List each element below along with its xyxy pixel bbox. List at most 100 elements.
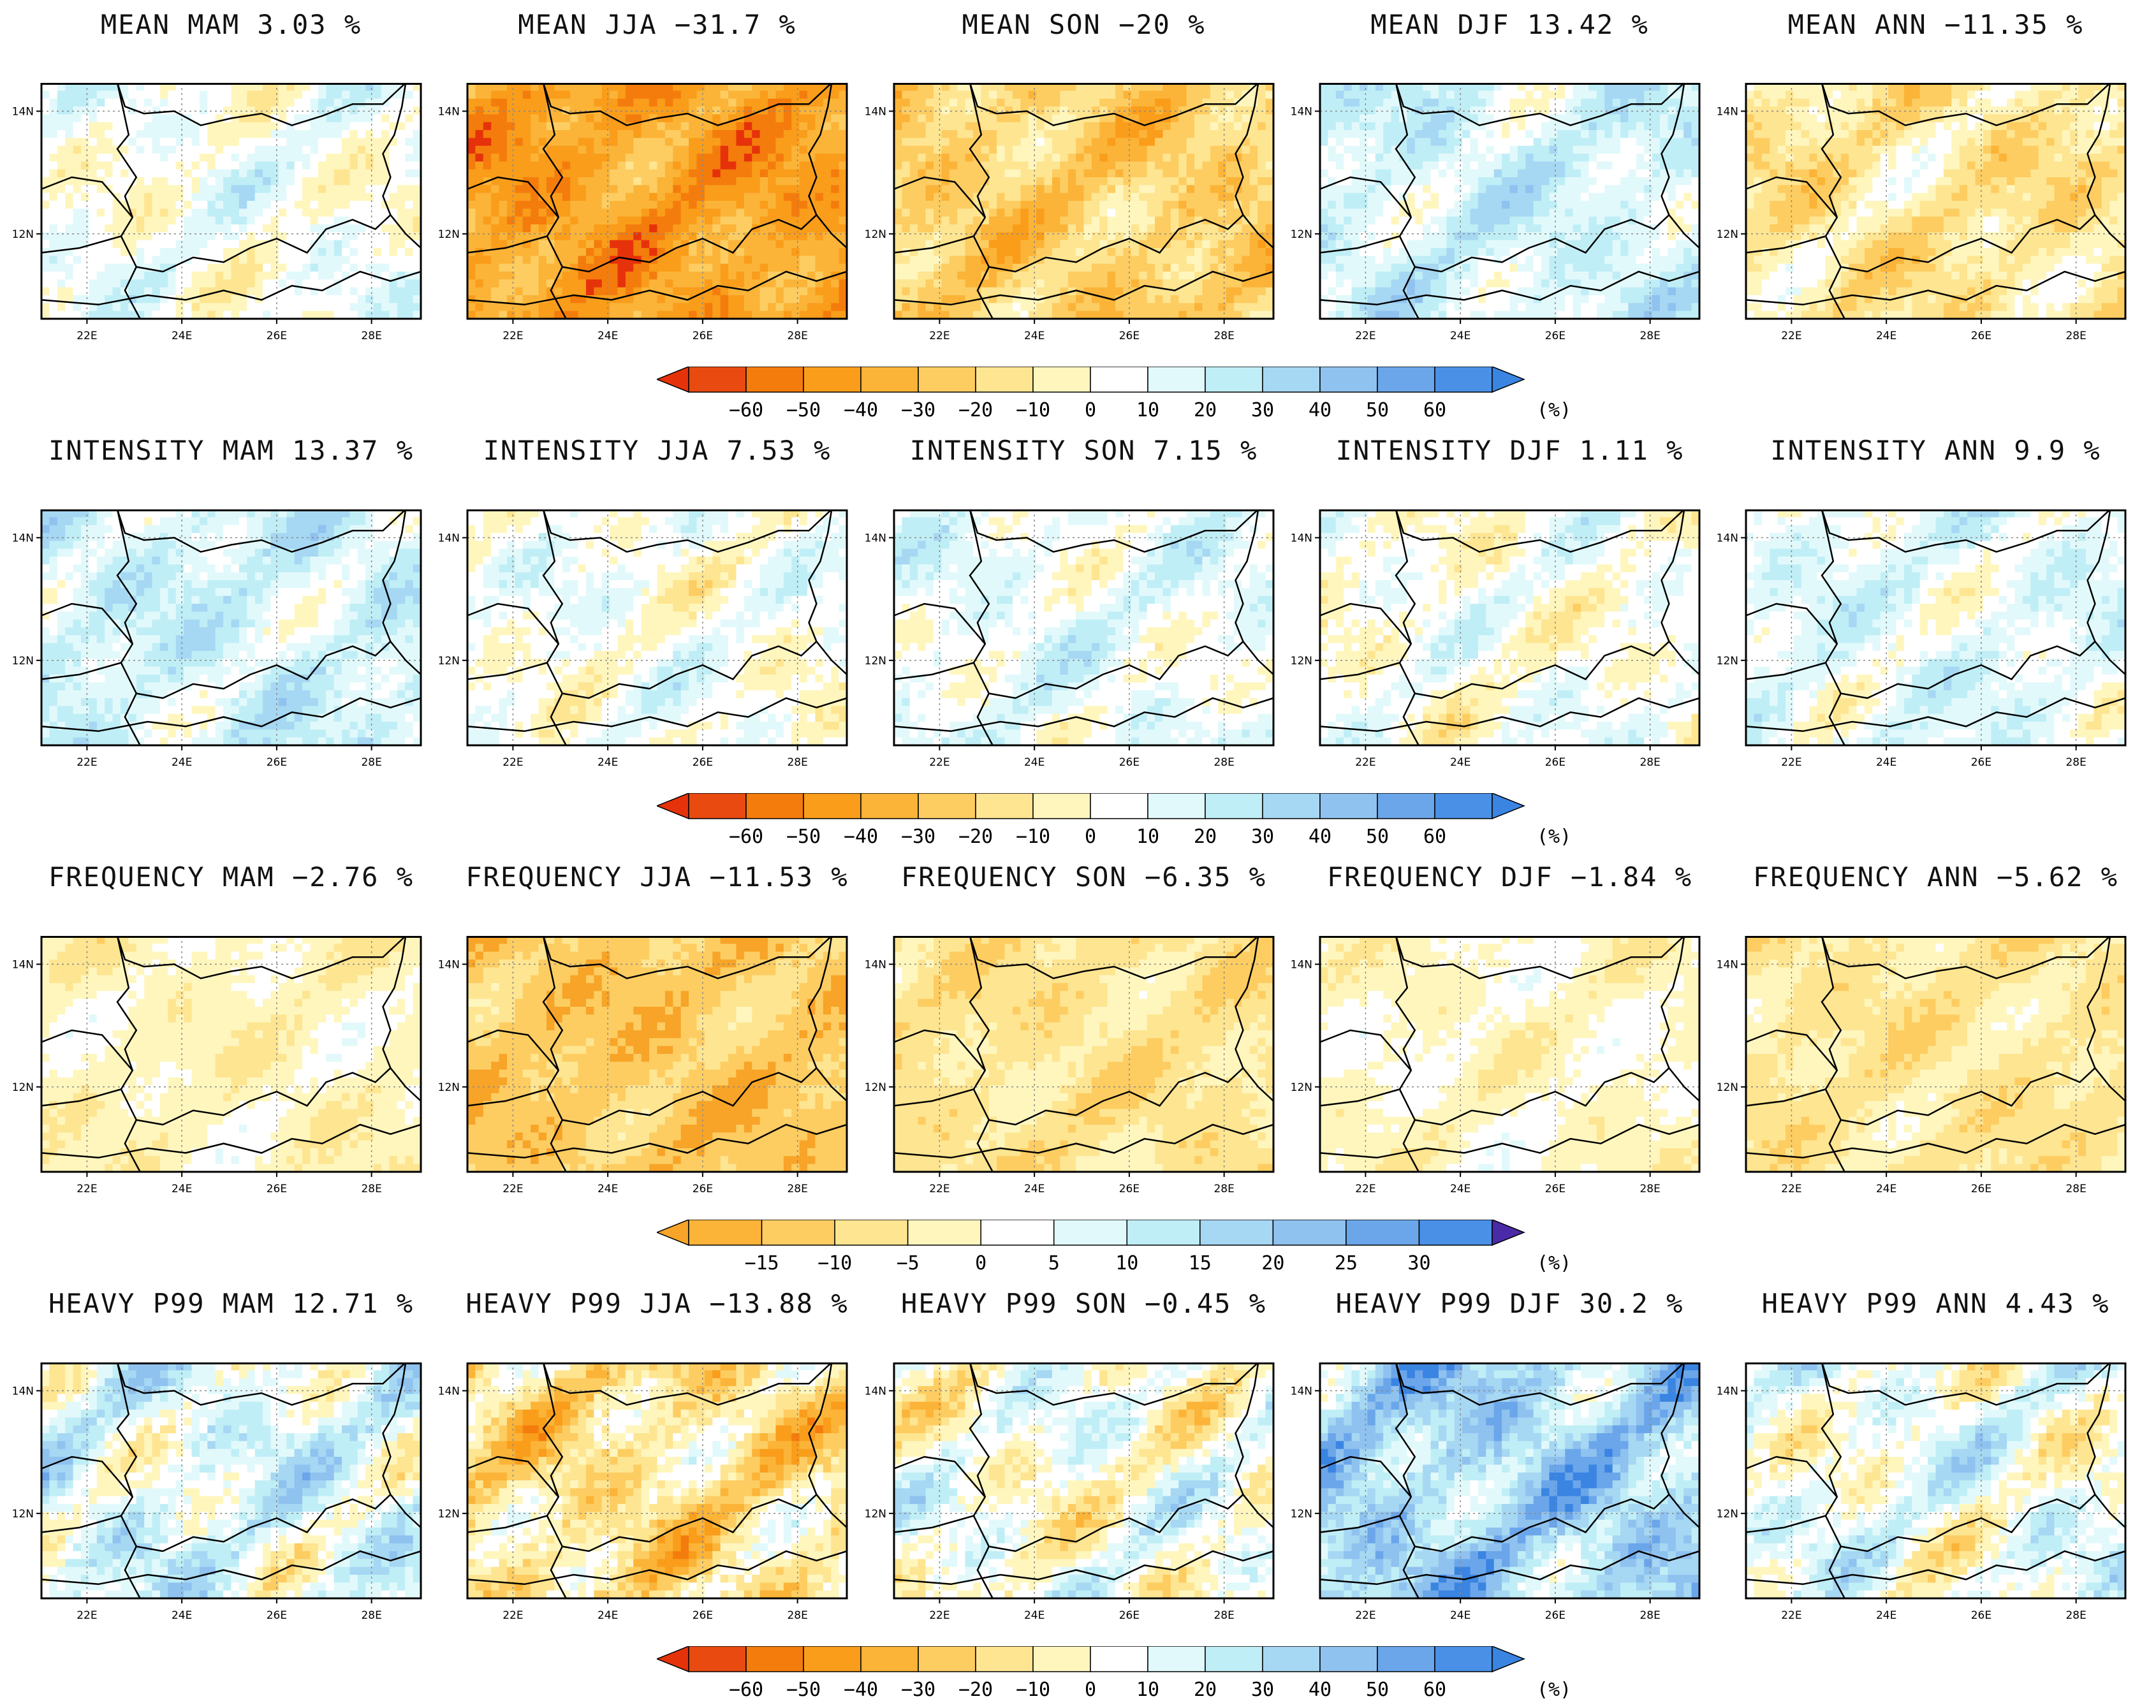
- field-cell: [491, 279, 500, 288]
- field-cell: [1091, 193, 1100, 201]
- field-cell: [815, 216, 824, 225]
- field-cell: [1265, 98, 1274, 107]
- field-cell: [381, 138, 390, 147]
- field-cell: [578, 248, 587, 256]
- field-cell: [467, 279, 476, 288]
- field-cell: [1060, 114, 1069, 123]
- field-cell: [689, 248, 698, 256]
- field-cell: [1012, 177, 1021, 186]
- field-cell: [1218, 263, 1227, 272]
- field-cell: [783, 169, 792, 178]
- field-cell: [918, 98, 927, 107]
- field-cell: [1012, 83, 1021, 91]
- field-cell: [933, 161, 942, 170]
- field-cell: [1414, 169, 1423, 178]
- field-cell: [1107, 106, 1116, 115]
- field-cell: [680, 98, 689, 107]
- field-cell: [554, 201, 563, 209]
- field-cell: [1044, 310, 1053, 319]
- field-cell: [1359, 106, 1368, 115]
- field-cell: [215, 83, 224, 91]
- field-cell: [1083, 310, 1092, 319]
- field-cell: [1004, 248, 1013, 256]
- field-cell: [925, 130, 934, 138]
- field-cell: [1493, 122, 1502, 131]
- field-cell: [696, 122, 705, 131]
- field-cell: [902, 98, 911, 107]
- field-cell: [775, 185, 784, 194]
- field-cell: [144, 208, 153, 217]
- field-cell: [1675, 161, 1684, 170]
- field-cell: [65, 138, 74, 147]
- field-cell: [1083, 106, 1092, 115]
- field-cell: [704, 154, 713, 162]
- field-cell: [159, 130, 168, 138]
- field-cell: [554, 145, 563, 154]
- field-cell: [831, 98, 840, 107]
- field-cell: [1052, 154, 1060, 162]
- field-cell: [610, 154, 619, 162]
- field-cell: [286, 185, 295, 194]
- field-cell: [506, 303, 515, 312]
- field-cell: [1446, 122, 1455, 131]
- field-cell: [649, 161, 658, 170]
- field-cell: [175, 279, 184, 288]
- field-cell: [1446, 154, 1455, 162]
- field-cell: [1234, 303, 1243, 312]
- field-cell: [467, 145, 476, 154]
- field-cell: [933, 91, 942, 99]
- field-cell: [184, 279, 193, 288]
- field-cell: [506, 169, 515, 178]
- field-cell: [365, 122, 374, 131]
- field-cell: [1596, 169, 1605, 178]
- field-cell: [1060, 122, 1069, 131]
- field-cell: [981, 287, 990, 296]
- field-cell: [1186, 169, 1195, 178]
- field-cell: [254, 248, 263, 256]
- field-cell: [168, 279, 177, 288]
- field-cell: [263, 201, 272, 209]
- field-cell: [491, 161, 500, 170]
- field-cell: [720, 154, 729, 162]
- field-cell: [238, 161, 247, 170]
- field-cell: [1226, 185, 1235, 194]
- field-cell: [397, 208, 406, 217]
- field-cell: [286, 310, 295, 319]
- field-cell: [467, 177, 476, 186]
- field-cell: [57, 303, 66, 312]
- field-cell: [270, 303, 279, 312]
- field-cell: [168, 161, 177, 170]
- field-cell: [744, 169, 752, 178]
- field-cell: [704, 106, 713, 115]
- field-cell: [680, 263, 689, 272]
- field-cell: [633, 91, 642, 99]
- field-cell: [594, 130, 603, 138]
- field-cell: [413, 193, 422, 201]
- field-cell: [704, 161, 713, 170]
- field-cell: [610, 240, 619, 249]
- field-cell: [112, 154, 121, 162]
- field-cell: [578, 272, 587, 280]
- field-cell: [981, 91, 990, 99]
- field-cell: [680, 130, 689, 138]
- field-cell: [73, 232, 82, 241]
- field-cell: [1265, 91, 1274, 99]
- field-cell: [1509, 138, 1518, 147]
- field-cell: [1131, 138, 1140, 147]
- field-cell: [546, 256, 555, 265]
- field-cell: [357, 177, 366, 186]
- field-cell: [641, 145, 650, 154]
- field-cell: [294, 161, 303, 170]
- field-cell: [585, 256, 594, 265]
- field-cell: [263, 272, 272, 280]
- field-cell: [1162, 91, 1171, 99]
- field-cell: [949, 83, 958, 91]
- field-cell: [286, 193, 295, 201]
- field-cell: [601, 161, 610, 170]
- field-cell: [65, 161, 74, 170]
- field-cell: [1242, 169, 1250, 178]
- map-frame: [893, 83, 1275, 320]
- field-cell: [1107, 185, 1116, 194]
- field-cell: [1194, 279, 1203, 288]
- field-cell: [1020, 130, 1029, 138]
